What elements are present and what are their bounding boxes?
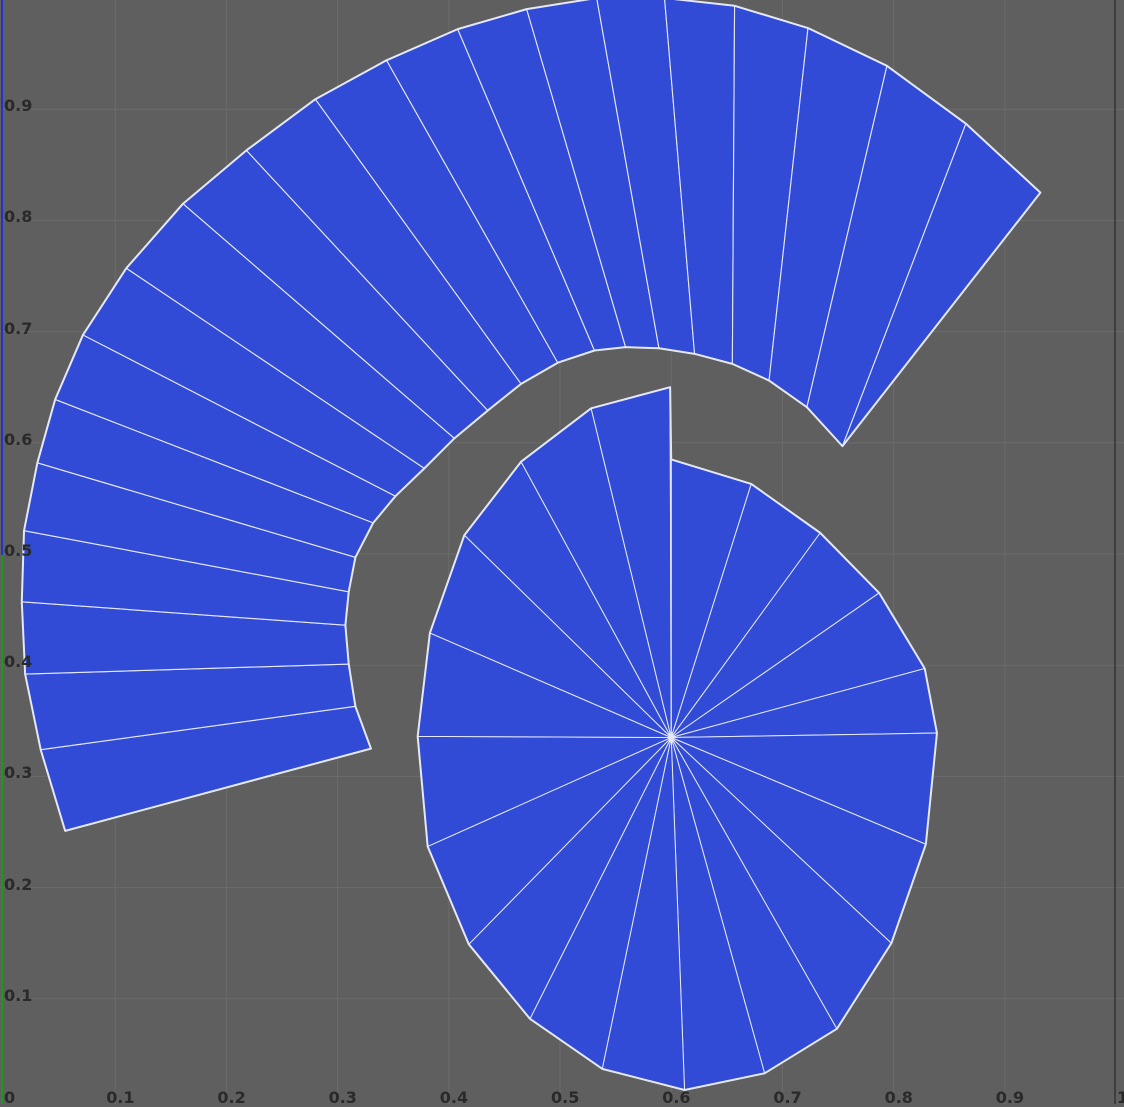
uv-strip-border: [20, 0, 1042, 832]
uv-mesh[interactable]: [20, 0, 1042, 1091]
uv-disc-border: [416, 386, 938, 1091]
